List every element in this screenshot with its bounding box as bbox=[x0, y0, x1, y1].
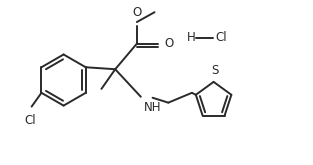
Text: O: O bbox=[132, 6, 141, 19]
Text: Cl: Cl bbox=[215, 31, 227, 44]
Text: O: O bbox=[164, 37, 174, 50]
Text: NH: NH bbox=[144, 101, 161, 114]
Text: H: H bbox=[187, 31, 195, 44]
Text: S: S bbox=[211, 64, 218, 77]
Text: Cl: Cl bbox=[25, 115, 36, 127]
